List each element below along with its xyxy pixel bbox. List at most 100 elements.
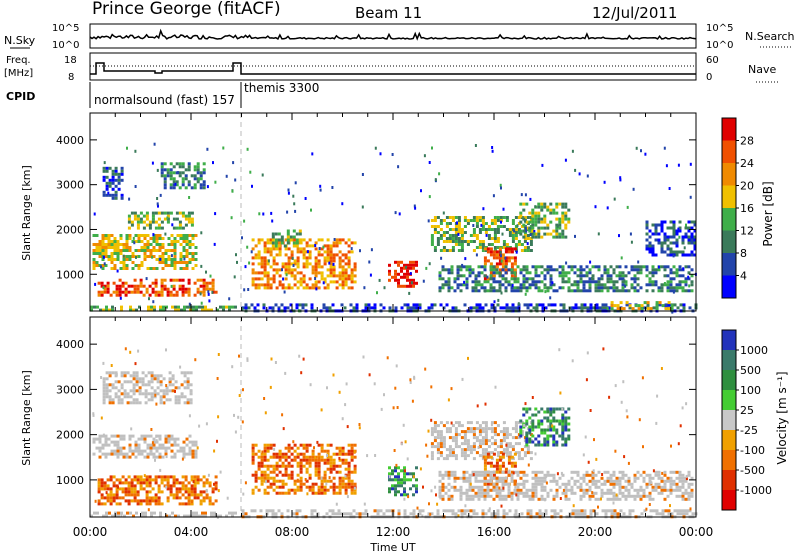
vel-cells-cell-5 xyxy=(412,484,415,488)
vel-cells-cell-4 xyxy=(257,461,261,465)
power-cells-cell-6 xyxy=(320,247,324,251)
power-cells-noise xyxy=(102,255,105,259)
vel-cells-cell-4 xyxy=(353,491,357,495)
power-cells-cell-11 xyxy=(606,286,610,290)
vel-cells-cell-1 xyxy=(214,481,218,485)
vel-cells-cell-10 xyxy=(397,509,401,513)
vel-cells-cell-8 xyxy=(549,428,553,432)
vel-cells-cell-1 xyxy=(175,496,179,500)
power-cells-cell-3 xyxy=(157,223,161,227)
vel-cells-cell-9 xyxy=(528,497,532,501)
power-cells-cell-9 xyxy=(430,243,434,246)
power-cells-cell-11 xyxy=(582,268,586,272)
power-cells-noise xyxy=(529,233,532,236)
vel-cells-cell-0 xyxy=(132,514,135,518)
vel-cells-cell-2 xyxy=(158,452,162,456)
vel-cells-cell-4 xyxy=(266,479,270,483)
vel-cells-cell-9 xyxy=(570,491,574,495)
power-cells-noise xyxy=(480,223,483,227)
power-cells-noise xyxy=(499,183,502,187)
power-cells-cell-15 xyxy=(648,229,652,233)
power-cells-cell-9 xyxy=(487,237,491,240)
vel-cells-cell-8 xyxy=(549,434,553,438)
vel-cells-cell-7 xyxy=(492,473,496,477)
vel-cells-cell-8 xyxy=(522,407,526,411)
power-cells-noise xyxy=(524,219,526,223)
vel-cells-cell-9 xyxy=(612,497,616,501)
vel-cells-cell-4 xyxy=(287,455,291,459)
vel-cells-cell-9 xyxy=(630,494,634,498)
vel-cells-cell-4 xyxy=(263,458,267,462)
power-cells-cell-9 xyxy=(493,234,497,237)
vel-cells-cell-2 xyxy=(107,437,111,441)
power-cells-cell-0 xyxy=(174,308,177,312)
power-cells-cell-11 xyxy=(615,286,619,290)
power-cells-cell-13 xyxy=(283,306,287,310)
power-cells-cell-12 xyxy=(543,220,547,224)
power-cells-cell-10 xyxy=(504,247,508,251)
power-cells-cell-9 xyxy=(493,237,497,240)
power-cells-cell-10 xyxy=(507,250,511,254)
vel-cells-noise xyxy=(403,497,406,501)
power-cells-noise xyxy=(687,275,690,279)
power-cells-cell-13 xyxy=(628,306,632,310)
power-cells-cell-11 xyxy=(462,265,466,269)
vel-cells-cell-10 xyxy=(355,512,359,516)
vel-cells-noise xyxy=(394,386,397,390)
power-cells-cell-6 xyxy=(302,262,306,266)
vel-cells-cell-10 xyxy=(526,512,530,516)
power-cells-cell-11 xyxy=(588,280,592,284)
vel-cells-noise xyxy=(191,500,193,504)
vel-cells-cell-9 xyxy=(660,488,664,492)
power-cells-cell-6 xyxy=(350,268,354,272)
power-cells-cell-1 xyxy=(133,287,137,291)
vel-cells-cell-9 xyxy=(450,497,454,501)
power-cells-cell-11 xyxy=(672,271,676,275)
power-cells-cell-11 xyxy=(522,280,526,284)
power-cells-cell-9 xyxy=(523,246,527,249)
vel-cells-cell-9 xyxy=(543,473,547,477)
power-cells-cell-9 xyxy=(481,243,485,246)
power-cells-cell-1 xyxy=(178,287,182,291)
power-cells-cell-9 xyxy=(463,219,467,222)
power-cells-cell-13 xyxy=(253,306,257,310)
vel-cells-cell-1 xyxy=(145,484,149,488)
power-cells-cell-12 xyxy=(537,226,541,230)
power-cells-noise xyxy=(513,229,516,233)
vel-cells-cell-4 xyxy=(296,485,300,489)
vel-cells-cell-1 xyxy=(112,475,116,479)
vel-cells-cell-9 xyxy=(531,488,535,492)
vel-cells-cell-10 xyxy=(496,512,500,516)
power-cells-noise xyxy=(428,195,431,199)
vel-cells-cell-7 xyxy=(510,464,514,468)
vel-cells-cell-7 xyxy=(489,464,493,468)
vel-cells-cell-8 xyxy=(561,431,565,435)
vel-cells-cell-4 xyxy=(299,458,303,462)
power-cells-cell-6 xyxy=(317,238,321,242)
vel-cells-cell-7 xyxy=(498,464,502,468)
power-cells-cell-11 xyxy=(651,280,655,284)
vel-cells-cell-4 xyxy=(266,449,270,453)
vel-cells-cell-10 xyxy=(493,512,497,516)
power-cells-cell-2 xyxy=(116,240,120,243)
power-cells-cell-11 xyxy=(684,265,688,269)
power-cells-cell-12 xyxy=(537,214,541,218)
vel-cells-cell-10 xyxy=(313,509,317,513)
vel-cells-cell-8 xyxy=(528,416,532,420)
power-cells-cell-12 xyxy=(528,226,532,230)
power-cells-cell-2 xyxy=(191,258,195,261)
power-cells-cell-12 xyxy=(531,226,535,230)
power-cells-cell-9 xyxy=(451,216,455,219)
vel-cells-cell-9 xyxy=(603,470,607,474)
power-cells-cell-10 xyxy=(492,274,496,278)
power-cells-cell-8 xyxy=(412,284,415,288)
vel-cells-cell-9 xyxy=(648,476,652,480)
vel-cells-cell-10 xyxy=(358,512,362,516)
power-cells-cell-6 xyxy=(323,256,327,260)
vel-cells-cell-9 xyxy=(612,485,616,489)
power-cells-cell-6 xyxy=(326,253,330,257)
vel-cells-cell-3 xyxy=(189,371,193,375)
power-cells-cell-2 xyxy=(182,246,186,249)
vel-cells-cell-9 xyxy=(621,494,625,498)
power-cells-cell-11 xyxy=(540,280,544,284)
